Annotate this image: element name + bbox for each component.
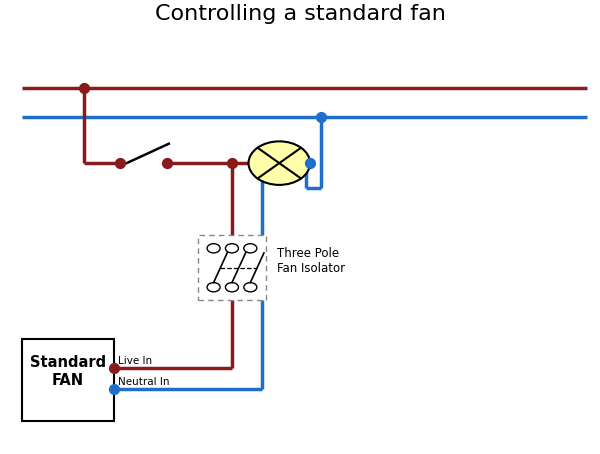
Point [79,84,89,91]
FancyBboxPatch shape [198,235,266,300]
Circle shape [244,283,257,292]
Title: Controlling a standard fan: Controlling a standard fan [155,4,445,24]
Point [162,159,172,167]
Point [109,365,118,372]
Circle shape [207,283,220,292]
FancyBboxPatch shape [22,339,113,420]
Point [115,159,124,167]
Circle shape [226,244,238,253]
Point [109,385,118,393]
Text: Three Pole
Fan Isolator: Three Pole Fan Isolator [277,247,345,276]
Circle shape [226,283,238,292]
Point [305,159,315,167]
Text: Neutral In: Neutral In [118,377,170,387]
Circle shape [207,244,220,253]
Point [227,159,237,167]
Circle shape [244,244,257,253]
Circle shape [248,141,310,185]
Text: Standard
FAN: Standard FAN [30,355,106,388]
Text: Live In: Live In [118,355,152,366]
Point [316,114,326,121]
